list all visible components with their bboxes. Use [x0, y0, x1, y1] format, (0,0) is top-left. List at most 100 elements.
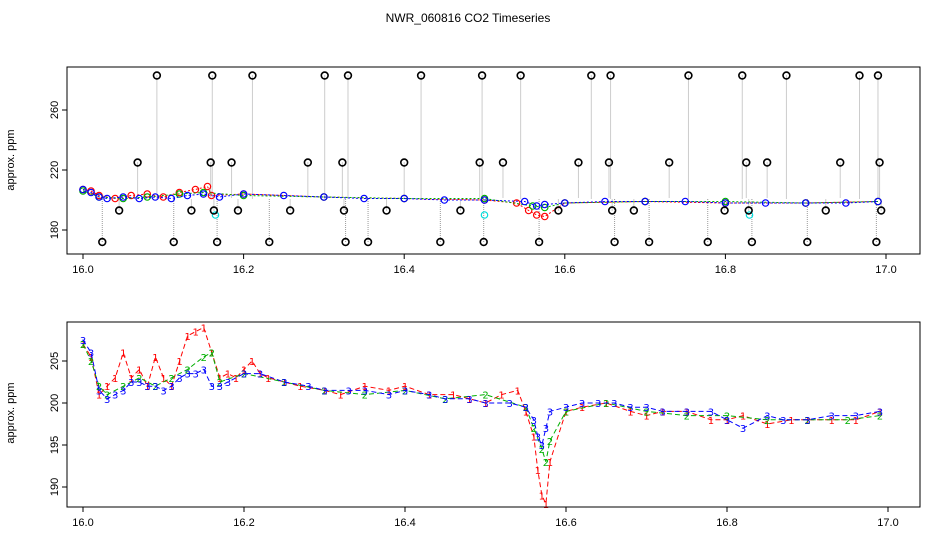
top-x-tick-label: 16.2: [233, 264, 254, 276]
top-data-point: [520, 197, 529, 206]
bottom-y-tick-label: 200: [49, 394, 61, 412]
top-x-tick-label: 16.8: [715, 264, 736, 276]
top-data-point: [103, 194, 111, 203]
bottom-data-marker: 3: [193, 370, 199, 381]
top-data-point: [167, 194, 176, 203]
bottom-data-marker: 3: [128, 378, 134, 389]
top-data-point: [303, 158, 313, 167]
top-data-point: [524, 206, 533, 215]
top-data-point: [747, 237, 757, 247]
top-data-point: [479, 237, 488, 247]
top-data-point: [821, 206, 830, 215]
bottom-data-marker: 2: [80, 340, 86, 351]
bottom-data-marker: 3: [643, 403, 649, 414]
bottom-data-marker: 3: [877, 407, 883, 418]
top-y-tick-label: 180: [49, 221, 61, 239]
top-data-point: [744, 206, 753, 215]
bottom-data-marker: 1: [627, 407, 633, 418]
bottom-data-marker: 3: [764, 412, 770, 423]
bottom-y-axis-label: approx. ppm: [5, 382, 17, 443]
bottom-data-marker: 2: [217, 378, 223, 389]
top-data-point: [872, 237, 881, 247]
bottom-data-marker: 2: [482, 391, 488, 402]
bottom-data-marker: 1: [547, 458, 553, 469]
top-x-tick-label: 17.0: [875, 264, 896, 276]
bottom-data-marker: 3: [241, 370, 247, 381]
top-data-point: [169, 237, 178, 247]
bottom-data-marker: 3: [539, 441, 545, 452]
top-data-point: [601, 197, 609, 206]
bottom-data-marker: 3: [176, 374, 182, 385]
top-data-point: [738, 71, 747, 80]
bottom-data-marker: 1: [193, 328, 199, 339]
bottom-data-marker: 1: [233, 374, 239, 385]
bottom-data-marker: 2: [168, 374, 174, 385]
bottom-data-marker: 3: [321, 386, 327, 397]
bottom-data-marker: 1: [112, 374, 118, 385]
top-data-point: [477, 71, 487, 80]
top-data-point: [436, 237, 445, 247]
bottom-data-marker: 1: [515, 386, 521, 397]
bottom-data-marker: 1: [643, 412, 649, 423]
top-data-point: [285, 206, 295, 215]
bottom-data-marker: 3: [482, 399, 488, 410]
top-data-point: [532, 202, 541, 210]
bottom-data-marker: 1: [120, 349, 126, 360]
top-y-tick-label: 260: [49, 101, 61, 119]
top-data-point: [684, 71, 693, 80]
bottom-data-marker: 2: [152, 382, 158, 393]
bottom-data-marker: 1: [144, 382, 150, 393]
top-data-point: [498, 158, 508, 167]
bottom-data-marker: 1: [96, 391, 102, 402]
top-plot-frame: [66, 66, 921, 255]
top-data-point: [233, 206, 243, 215]
bottom-data-marker: 1: [362, 382, 368, 393]
bottom-data-marker: 1: [265, 374, 271, 385]
top-data-point: [343, 71, 353, 80]
bottom-data-marker: 2: [201, 353, 207, 364]
top-data-point: [782, 71, 791, 80]
bottom-data-marker: 3: [523, 403, 529, 414]
top-data-point: [532, 211, 541, 219]
bottom-data-marker: 2: [543, 458, 549, 469]
top-data-point: [183, 191, 192, 200]
top-data-point: [762, 158, 772, 167]
bottom-data-marker: 3: [804, 416, 810, 427]
top-data-point: [135, 194, 144, 203]
bottom-data-marker: 1: [539, 491, 545, 502]
bottom-data-marker: 3: [442, 395, 448, 406]
top-data-point: [876, 206, 886, 215]
bottom-data-marker: 3: [535, 433, 541, 444]
top-y-axis-label: approx. ppm: [5, 129, 17, 190]
top-panel: 16.0 16.2 16.4 16.6 16.8 17.0 180 220 260 approx…: [5, 66, 921, 276]
top-data-point: [338, 158, 347, 167]
bottom-data-marker: 3: [563, 403, 569, 414]
top-x-tick-label: 16.6: [554, 264, 575, 276]
bottom-data-marker: 1: [80, 340, 86, 351]
top-data-point: [400, 194, 409, 203]
bottom-data-marker: 3: [152, 382, 158, 393]
bottom-data-marker: 1: [724, 416, 730, 427]
top-data-point: [801, 199, 810, 207]
bottom-data-marker: 3: [531, 416, 537, 427]
bottom-data-marker: 3: [684, 407, 690, 418]
bottom-data-marker: 3: [780, 416, 786, 427]
bottom-data-marker: 1: [257, 370, 263, 381]
bottom-data-marker: 3: [96, 386, 102, 397]
bottom-data-marker: 1: [877, 407, 883, 418]
bottom-data-marker: 2: [136, 374, 142, 385]
top-data-point: [114, 206, 124, 215]
bottom-data-marker: 3: [80, 336, 86, 347]
bottom-data-marker: 1: [708, 416, 714, 427]
top-data-point: [203, 182, 212, 191]
bottom-data-marker: 1: [297, 382, 303, 393]
bottom-data-marker: 2: [804, 416, 810, 427]
bottom-data-marker: 3: [724, 416, 730, 427]
bottom-data-marker: 1: [764, 420, 770, 431]
top-data-point: [742, 158, 751, 167]
top-data-point: [382, 206, 391, 215]
bottom-data-marker: 3: [104, 395, 110, 406]
top-data-point: [604, 158, 614, 167]
bottom-x-tick-label: 16.2: [233, 517, 254, 529]
